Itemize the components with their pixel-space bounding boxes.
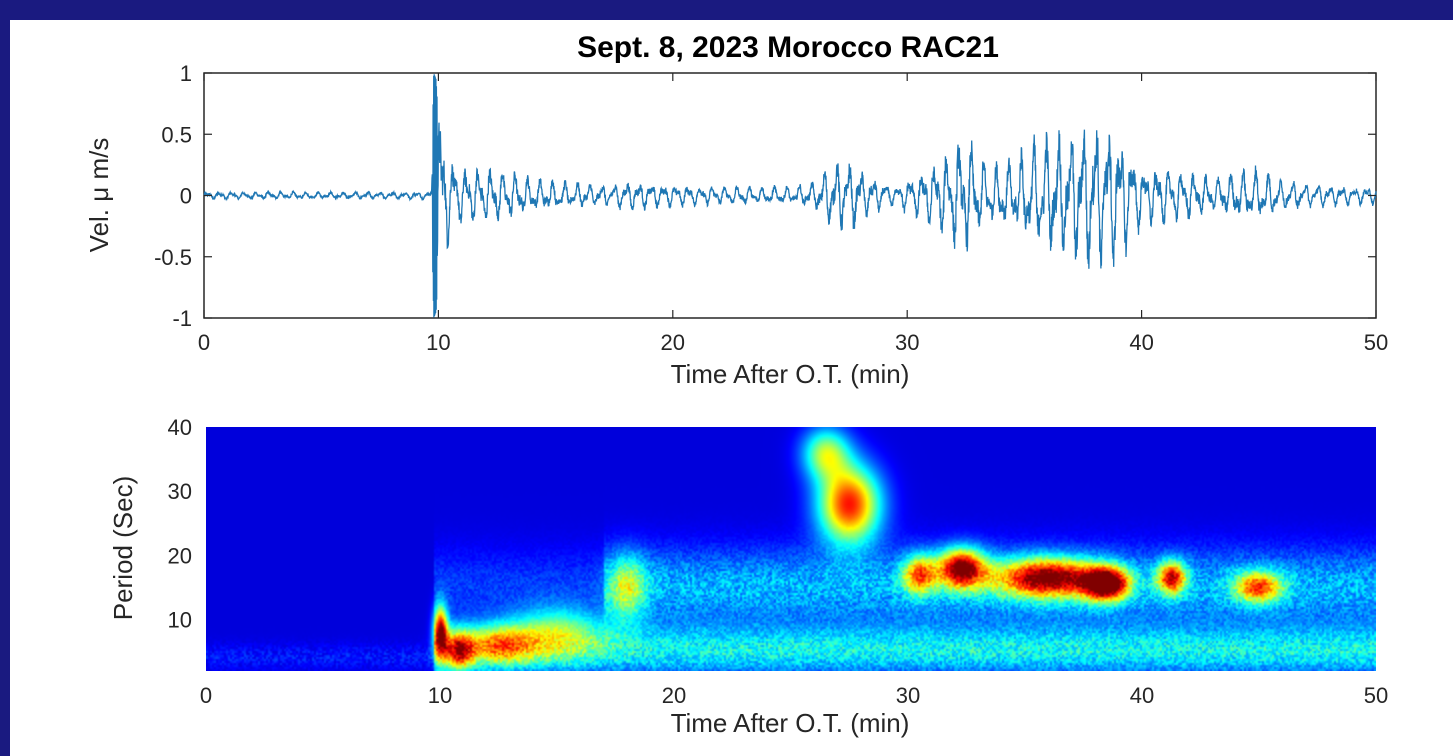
waveform-x-tick-label: 0 (198, 330, 210, 355)
figure-frame: Sept. 8, 2023 Morocco RAC21 0 10 20 30 40 50 … (10, 20, 1453, 756)
spectrogram-plot: 0 10 20 30 40 50 40 30 20 10 (168, 415, 1389, 708)
waveform-x-tick-label: 30 (895, 330, 919, 355)
waveform-axes (203, 72, 1377, 319)
spectrogram-y-tick-label: 40 (168, 415, 192, 440)
waveform-y-tick-label: 1 (180, 61, 192, 86)
waveform-x-tick-label: 50 (1364, 330, 1388, 355)
waveform-x-tick-label: 20 (661, 330, 685, 355)
waveform-title: Sept. 8, 2023 Morocco RAC21 (577, 31, 999, 64)
spectrogram-x-tick-label: 0 (200, 683, 212, 708)
waveform-y-tick-label: -0.5 (154, 245, 192, 270)
spectrogram-y-axis-label: Period (Sec) (108, 476, 138, 621)
waveform-x-ticks: 0 10 20 30 40 50 (198, 73, 1388, 355)
spectrogram-x-tick-label: 40 (1130, 683, 1154, 708)
spectrogram-x-tick-label: 30 (896, 683, 920, 708)
spectrogram-x-axis-label: Time After O.T. (min) (671, 708, 910, 738)
waveform-x-tick-label: 10 (426, 330, 450, 355)
waveform-x-tick-label: 40 (1129, 330, 1153, 355)
figure-canvas: Sept. 8, 2023 Morocco RAC21 0 10 20 30 40 50 … (84, 31, 1389, 738)
spectrogram-y-tick-label: 30 (168, 479, 192, 504)
waveform-y-axis-label: Vel. μ m/s (84, 138, 114, 253)
spectrogram-x-tick-label: 20 (662, 683, 686, 708)
waveform-x-axis-label: Time After O.T. (min) (671, 359, 910, 389)
spectrogram-x-tick-label: 50 (1364, 683, 1388, 708)
waveform-y-tick-label: 0.5 (161, 122, 192, 147)
spectrogram-y-tick-label: 10 (168, 608, 192, 633)
waveform-y-ticks: 1 0.5 0 -0.5 -1 (154, 61, 1376, 331)
spectrogram-image-holder (206, 427, 1376, 671)
spectrogram-y-ticks: 40 30 20 10 (168, 415, 192, 633)
spectrogram-heatmap (206, 427, 1376, 671)
waveform-y-tick-label: -1 (172, 306, 192, 331)
waveform-series-line (203, 74, 1377, 318)
waveform-plot: 0 10 20 30 40 50 1 0.5 0 -0.5 -1 (154, 61, 1388, 355)
spectrogram-x-tick-label: 10 (428, 683, 452, 708)
spectrogram-x-ticks: 0 10 20 30 40 50 (200, 683, 1388, 708)
waveform-y-tick-label: 0 (180, 184, 192, 209)
spectrogram-y-tick-label: 20 (168, 543, 192, 568)
